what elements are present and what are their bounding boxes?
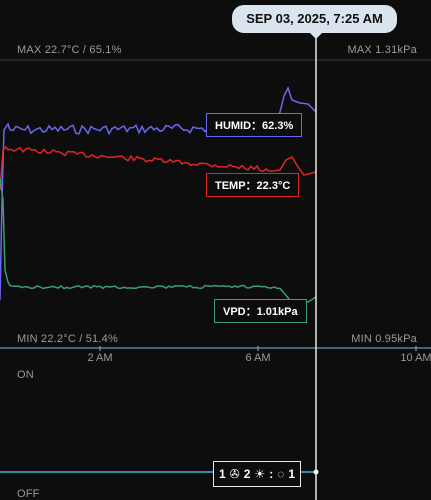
separator: :	[269, 467, 274, 481]
temp-series-line	[0, 145, 317, 191]
outlet-off-label: OFF	[17, 488, 40, 500]
x-tick-label: 10 AM	[400, 352, 431, 364]
device-status-box: 1 ✇ 2 ☀ : ◌ 1	[213, 461, 301, 487]
min-right-label: MIN 0.95kPa	[351, 333, 417, 345]
vpd-series-line	[0, 177, 317, 303]
grow-light-icon: ☀	[254, 467, 266, 481]
loop-icon: ◌	[277, 467, 285, 481]
max-left-label: MAX 22.7°C / 65.1%	[17, 44, 122, 56]
x-tick-label: 2 AM	[87, 352, 113, 364]
loop-count: 1	[288, 467, 296, 481]
humid-value-label: HUMID：62.3%	[206, 113, 303, 137]
max-right-label: MAX 1.31kPa	[347, 44, 417, 56]
x-tick-label: 6 AM	[245, 352, 271, 364]
outlet-on-label: ON	[17, 369, 34, 381]
grow-light-count: 2	[243, 467, 251, 481]
cursor-datetime-tooltip: SEP 03, 2025, 7:25 AM	[232, 5, 397, 39]
vpd-value-label: VPD：1.01kPa	[214, 299, 307, 323]
min-left-label: MIN 22.2°C / 51.4%	[17, 333, 118, 345]
temp-value-label: TEMP：22.3°C	[206, 173, 300, 197]
fan-icon: ✇	[229, 467, 240, 481]
fan-count: 1	[218, 467, 226, 481]
